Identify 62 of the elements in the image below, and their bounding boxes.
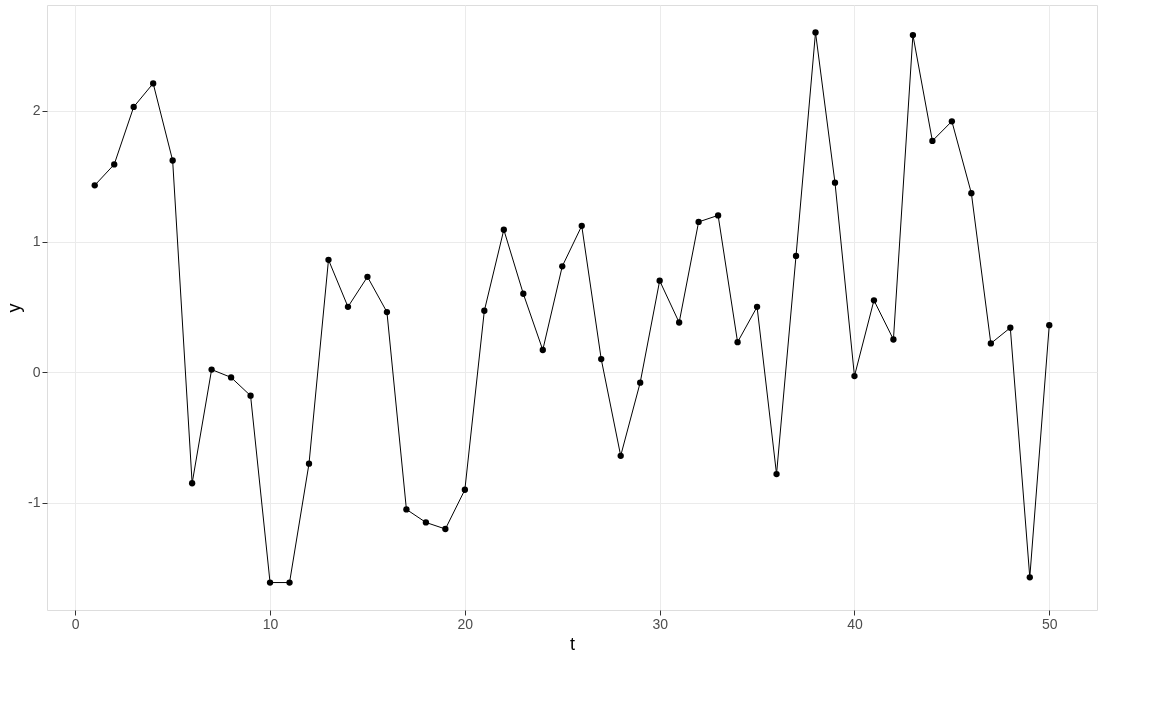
point: [286, 579, 293, 586]
point: [383, 308, 391, 316]
point: [831, 179, 839, 186]
point: [305, 460, 313, 467]
point: [266, 579, 274, 586]
point: [227, 374, 235, 381]
point: [150, 80, 157, 87]
point: [169, 157, 176, 164]
point: [675, 319, 683, 326]
point: [753, 303, 761, 310]
y-tick-label: 1: [32, 233, 41, 250]
point: [344, 303, 352, 310]
point: [364, 273, 371, 280]
point: [481, 307, 488, 314]
point: [851, 372, 858, 380]
point: [403, 506, 410, 513]
point: [617, 452, 624, 459]
point: [208, 366, 215, 373]
y-tick-label: 2: [32, 102, 41, 119]
x-tick-label: 30: [652, 615, 669, 632]
point: [598, 355, 605, 363]
point: [870, 297, 878, 304]
point: [247, 392, 254, 399]
point: [714, 212, 722, 219]
point: [442, 525, 449, 533]
point: [987, 340, 994, 347]
y-tick-label: 0: [32, 363, 41, 380]
point: [929, 137, 936, 145]
point: [695, 218, 702, 226]
point: [91, 182, 98, 189]
point: [734, 338, 741, 346]
y-tick-label: -1: [28, 494, 41, 511]
x-tick-label: 10: [262, 615, 279, 632]
point: [1007, 324, 1014, 331]
point: [1046, 321, 1053, 329]
point: [812, 29, 819, 36]
point: [500, 226, 507, 233]
point: [188, 480, 196, 487]
point: [461, 486, 469, 493]
point: [325, 256, 332, 263]
point: [948, 118, 956, 125]
point: [111, 161, 118, 168]
point: [578, 222, 585, 229]
point: [637, 379, 644, 386]
point: [539, 346, 546, 354]
x-tick-label: 50: [1041, 615, 1058, 632]
point: [1026, 574, 1033, 581]
point: [890, 336, 897, 343]
point: [559, 263, 566, 270]
x-axis-title: t: [569, 633, 576, 654]
x-tick-label: 20: [457, 615, 474, 632]
point: [968, 190, 975, 197]
point: [656, 277, 663, 284]
point: [130, 103, 137, 111]
point: [773, 470, 780, 478]
x-tick-label: 40: [847, 615, 863, 632]
point: [909, 31, 917, 39]
y-axis-title: y: [4, 303, 25, 313]
x-tick-label: 0: [71, 615, 80, 632]
point: [422, 519, 430, 526]
point: [520, 290, 527, 297]
point: [792, 252, 800, 260]
